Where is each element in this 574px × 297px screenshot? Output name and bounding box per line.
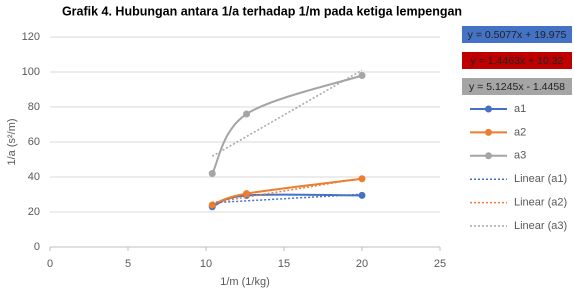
y-tick-label: 0 (34, 241, 40, 253)
legend-marker (485, 152, 492, 160)
y-tick-label: 80 (28, 101, 40, 113)
trendline (211, 69, 363, 157)
series-line (211, 74, 363, 174)
series-line (211, 177, 363, 206)
point (208, 170, 216, 177)
equation-box (462, 78, 572, 95)
y-tick-label: 120 (22, 31, 40, 43)
equation-label: y = 5.1245x - 1.4458 (469, 81, 565, 93)
y-tick-label: 60 (28, 136, 40, 148)
y-tick-label: 100 (22, 66, 40, 78)
trendline (212, 177, 363, 204)
x-tick-label: 20 (356, 258, 368, 270)
x-tick-label: 15 (278, 258, 290, 270)
legend-label: Linear (a3) (514, 220, 567, 232)
point (358, 175, 366, 183)
equation-box (462, 26, 572, 43)
x-axis-label: 1/m (1/kg) (220, 276, 270, 288)
point (358, 72, 366, 79)
y-axis-label: 1/a (s²/m) (6, 118, 18, 165)
legend-marker (485, 105, 492, 113)
y-tick-label: 20 (28, 206, 40, 218)
x-tick-label: 25 (434, 258, 446, 270)
equation-label: y = 0.5077x + 19.975 (468, 29, 567, 41)
legend-label: Linear (a2) (514, 197, 567, 209)
legend-label: a2 (514, 126, 526, 138)
chart-title: Grafik 4. Hubungan antara 1/a terhadap 1… (62, 4, 462, 18)
legend-label: Linear (a1) (514, 173, 567, 185)
x-tick-label: 0 (47, 258, 53, 270)
x-tick-label: 5 (125, 258, 131, 270)
equation-box (462, 52, 572, 69)
legend-label: a3 (514, 150, 526, 162)
legend-label: a1 (514, 103, 526, 115)
equation-label: y = 1.4463x + 10.32 (471, 55, 564, 67)
x-tick-label: 10 (200, 258, 212, 270)
y-tick-label: 40 (28, 171, 40, 183)
point (243, 110, 251, 118)
point (358, 191, 366, 199)
trendline (212, 193, 363, 204)
point (243, 190, 251, 198)
series-line (211, 193, 363, 208)
legend-marker (485, 128, 492, 136)
